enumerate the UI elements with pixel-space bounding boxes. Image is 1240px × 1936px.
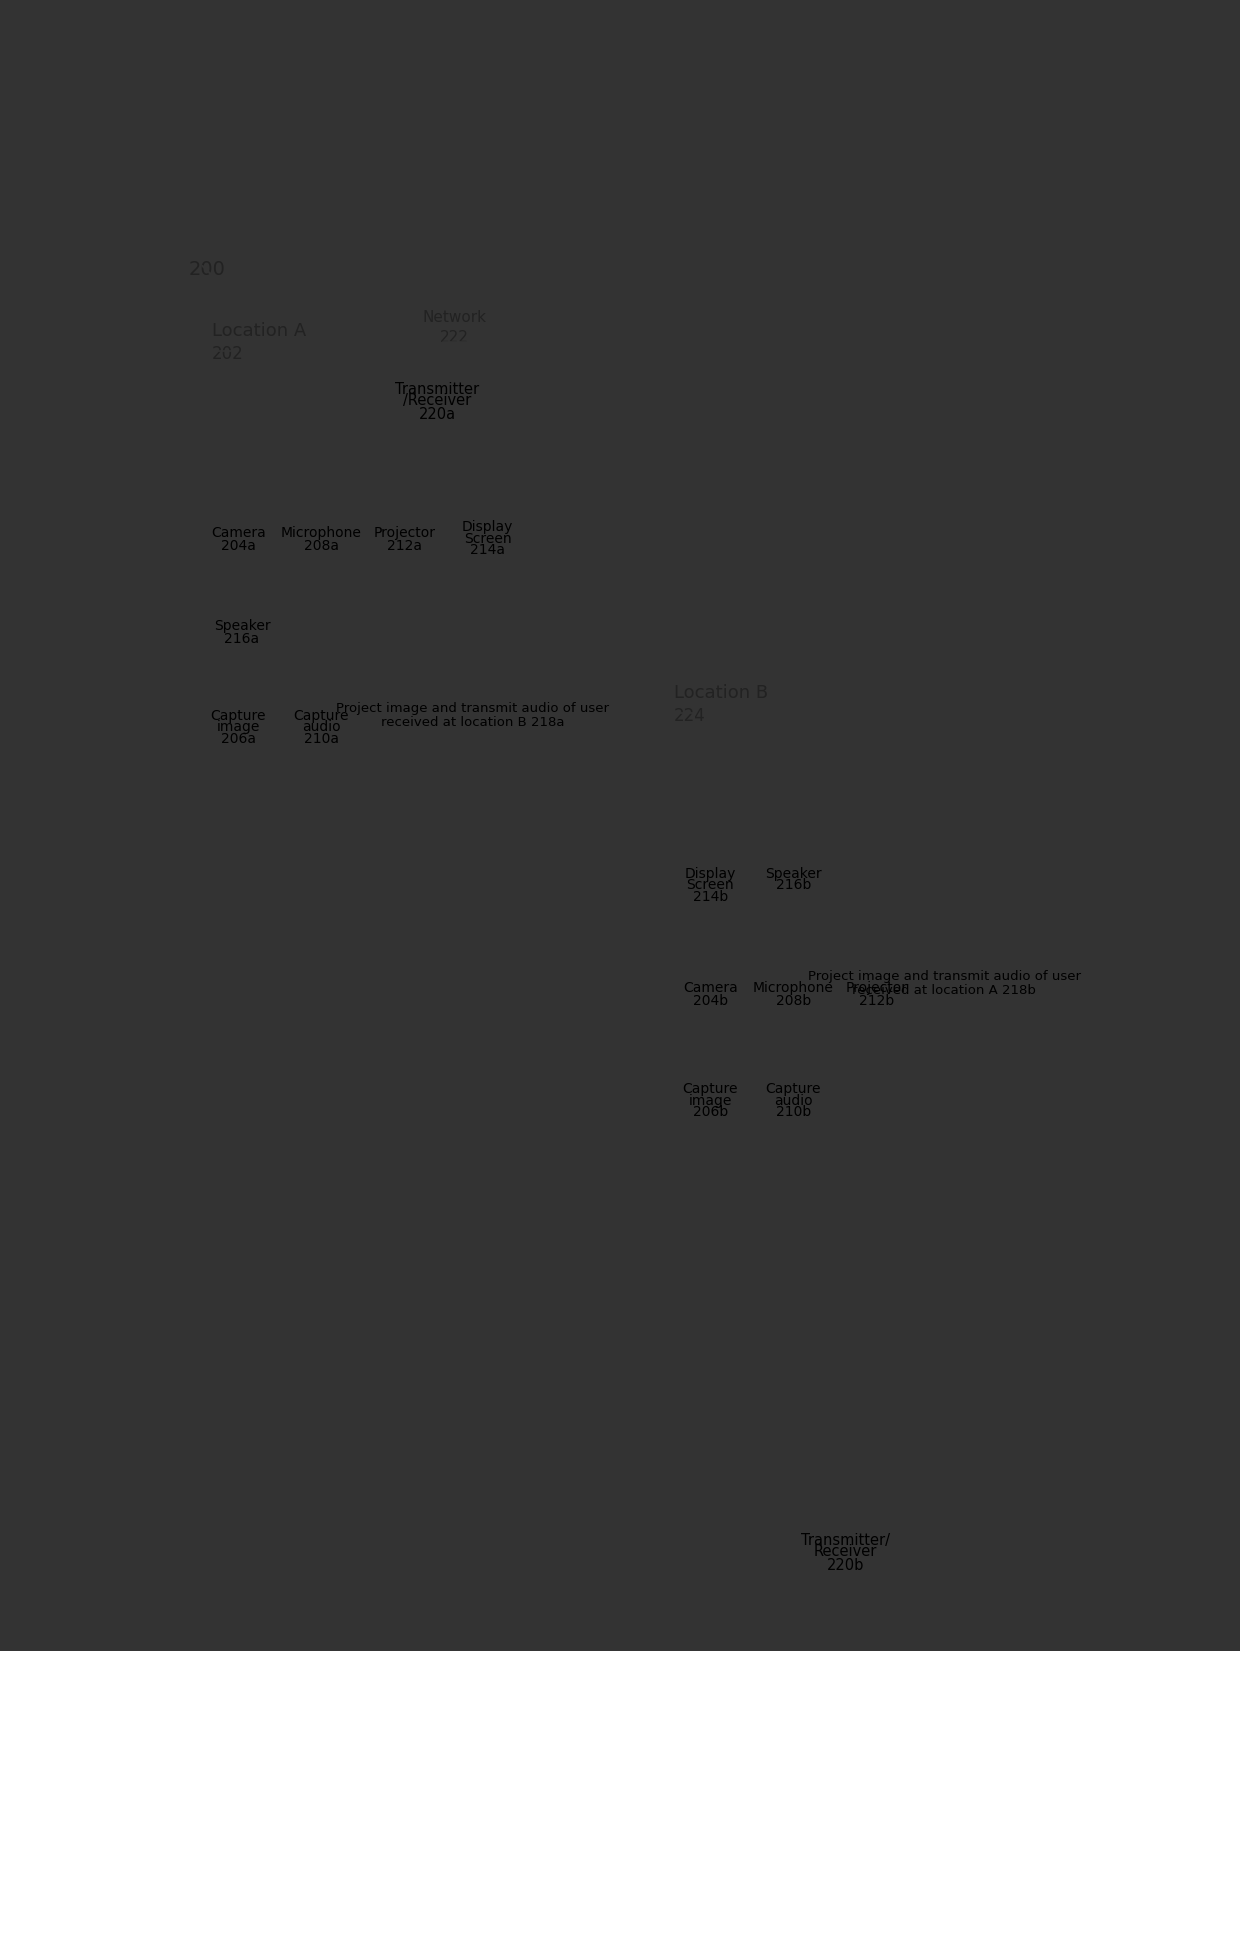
Circle shape — [466, 323, 503, 360]
FancyBboxPatch shape — [790, 606, 843, 691]
Text: Capture: Capture — [211, 709, 265, 722]
Text: Transmitter: Transmitter — [396, 381, 480, 397]
Text: Location A: Location A — [212, 321, 306, 339]
Text: 224: 224 — [675, 707, 706, 724]
FancyBboxPatch shape — [666, 469, 1074, 761]
Text: Transmitter/: Transmitter/ — [801, 1533, 890, 1547]
FancyBboxPatch shape — [284, 492, 360, 575]
Text: Screen: Screen — [464, 532, 511, 546]
Text: 226: 226 — [676, 480, 704, 494]
Text: 200: 200 — [188, 259, 226, 279]
Text: 210b: 210b — [776, 1105, 811, 1119]
FancyBboxPatch shape — [205, 590, 280, 668]
FancyBboxPatch shape — [201, 1096, 578, 1249]
Text: Screen: Screen — [687, 879, 734, 892]
Text: 206a: 206a — [221, 732, 255, 745]
Text: Capture: Capture — [294, 709, 350, 722]
Text: Microphone: Microphone — [281, 527, 362, 540]
Circle shape — [477, 304, 520, 347]
Text: /Receiver: /Receiver — [403, 393, 471, 408]
FancyBboxPatch shape — [366, 356, 508, 445]
Text: 212a: 212a — [387, 540, 422, 554]
Text: 204a: 204a — [221, 540, 255, 554]
Circle shape — [439, 327, 479, 366]
Text: Camera: Camera — [683, 982, 738, 995]
FancyBboxPatch shape — [697, 606, 759, 714]
FancyBboxPatch shape — [201, 492, 277, 575]
FancyBboxPatch shape — [838, 838, 1050, 1138]
Text: Display: Display — [684, 867, 735, 881]
Text: 214b: 214b — [693, 891, 728, 904]
Text: received at location B 218a: received at location B 218a — [381, 716, 564, 728]
Text: Project image and transmit audio of user: Project image and transmit audio of user — [336, 701, 609, 714]
Text: Capture: Capture — [765, 1082, 821, 1096]
Text: Microphone: Microphone — [753, 982, 833, 995]
FancyBboxPatch shape — [666, 784, 1074, 1338]
Text: audio: audio — [774, 1094, 812, 1107]
Text: Receiver: Receiver — [813, 1545, 877, 1558]
Text: audio: audio — [303, 720, 341, 734]
Text: 222: 222 — [440, 329, 469, 345]
Text: Speaker: Speaker — [213, 620, 270, 633]
FancyBboxPatch shape — [755, 838, 831, 922]
Text: 216a: 216a — [224, 631, 259, 647]
Text: 220a: 220a — [419, 407, 456, 422]
Text: Capture: Capture — [682, 1082, 738, 1096]
FancyBboxPatch shape — [975, 614, 1035, 730]
Text: 206b: 206b — [693, 1105, 728, 1119]
FancyBboxPatch shape — [367, 492, 443, 575]
Text: 216b: 216b — [776, 879, 811, 892]
Text: 202: 202 — [212, 345, 244, 362]
Text: 208b: 208b — [776, 993, 811, 1009]
Circle shape — [436, 300, 489, 352]
Text: Camera: Camera — [211, 527, 265, 540]
FancyBboxPatch shape — [367, 680, 578, 765]
FancyBboxPatch shape — [284, 680, 360, 765]
Text: 204b: 204b — [693, 993, 728, 1009]
FancyBboxPatch shape — [672, 945, 748, 1030]
Text: Network: Network — [423, 310, 486, 325]
Circle shape — [408, 294, 458, 345]
Text: image: image — [688, 1094, 732, 1107]
FancyBboxPatch shape — [755, 945, 831, 1030]
Text: received at location A 218b: received at location A 218b — [852, 983, 1037, 997]
Circle shape — [428, 275, 484, 329]
FancyBboxPatch shape — [672, 838, 748, 922]
Text: image: image — [217, 720, 260, 734]
Circle shape — [458, 285, 507, 335]
Text: 220b: 220b — [827, 1558, 864, 1574]
FancyBboxPatch shape — [651, 660, 1090, 1607]
Text: Display: Display — [463, 521, 513, 534]
FancyBboxPatch shape — [838, 945, 914, 1030]
Text: Project image and transmit audio of user: Project image and transmit audio of user — [807, 970, 1081, 983]
FancyBboxPatch shape — [181, 298, 601, 1276]
FancyBboxPatch shape — [774, 1508, 916, 1595]
Text: 208a: 208a — [304, 540, 339, 554]
FancyBboxPatch shape — [197, 469, 585, 1260]
Text: Projector: Projector — [846, 982, 908, 995]
Text: Speaker: Speaker — [765, 867, 822, 881]
Text: Location B: Location B — [675, 683, 768, 701]
Circle shape — [413, 319, 453, 358]
FancyBboxPatch shape — [201, 680, 277, 765]
Text: 212b: 212b — [859, 993, 894, 1009]
FancyBboxPatch shape — [450, 492, 526, 575]
Text: 214a: 214a — [470, 544, 505, 558]
Text: 210a: 210a — [304, 732, 339, 745]
FancyBboxPatch shape — [755, 1053, 831, 1138]
Text: Projector: Projector — [373, 527, 435, 540]
FancyBboxPatch shape — [672, 1053, 748, 1138]
